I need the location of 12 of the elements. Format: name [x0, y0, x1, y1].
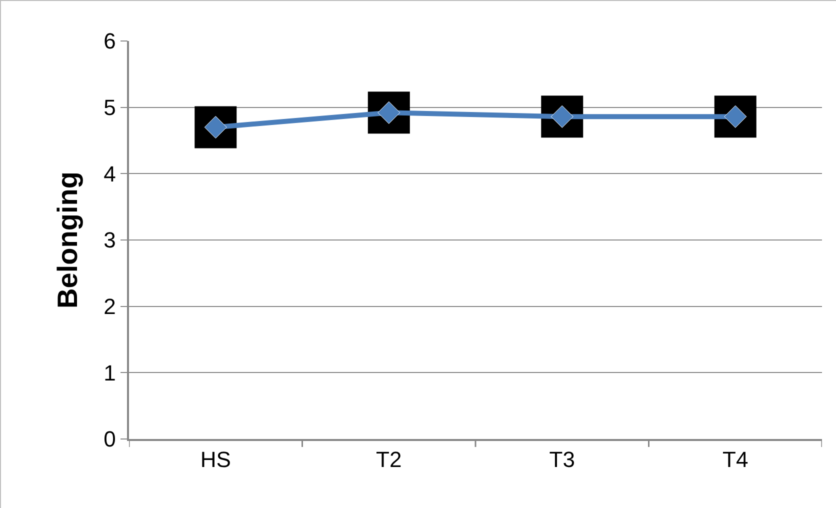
x-tick-label: T4	[722, 447, 748, 472]
y-tick-label: 6	[104, 28, 116, 54]
y-tick-label: 4	[104, 161, 116, 186]
x-tick-label: HS	[200, 447, 231, 472]
x-tick-label: T3	[549, 447, 575, 472]
y-tick-label: 2	[104, 294, 116, 320]
y-axis-title: Belonging	[52, 172, 83, 308]
y-tick-label: 3	[104, 228, 116, 253]
y-tick-label: 1	[104, 360, 116, 386]
y-tick-label: 0	[104, 426, 116, 452]
x-tick-label: T2	[376, 447, 402, 472]
y-tick-label: 5	[104, 95, 116, 120]
